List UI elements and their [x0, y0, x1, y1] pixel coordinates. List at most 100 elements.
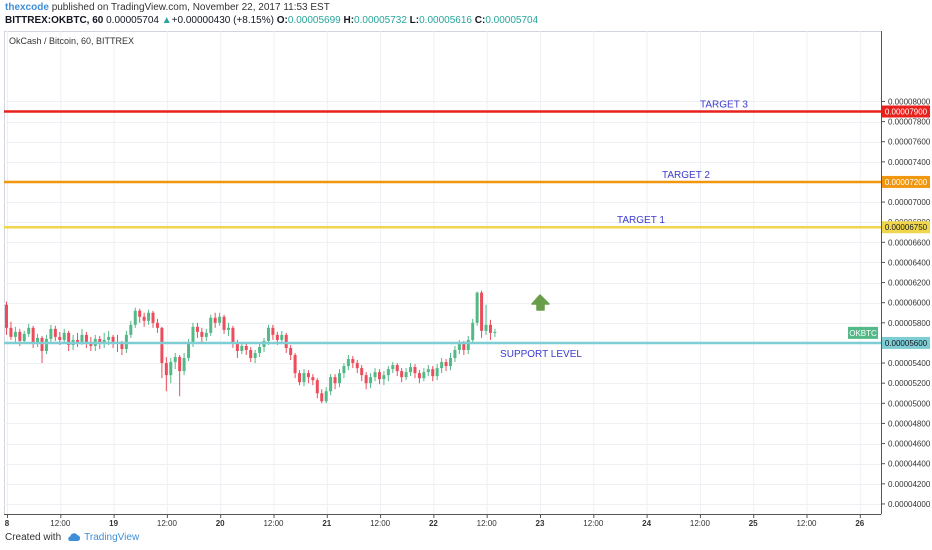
- candle-body: [182, 358, 186, 372]
- candle-body: [142, 316, 146, 321]
- candle-body: [9, 327, 13, 337]
- up-arrow-icon: ▲: [161, 15, 172, 26]
- candle-body: [178, 357, 182, 372]
- candle-body: [484, 324, 488, 331]
- high-label: H:: [343, 15, 355, 26]
- publish-info: published on TradingView.com, November 2…: [51, 2, 330, 13]
- candle-body: [40, 337, 44, 351]
- symbol-line: BITTREX:OKBTC, 60 0.00005704 ▲+0.0000043…: [5, 15, 538, 26]
- price-chart[interactable]: 0.00008000 0.00007800 0.00007600 0.00007400…: [4, 31, 930, 528]
- footer: Created with TradingView: [5, 532, 139, 543]
- x-tick-label: 23: [536, 519, 545, 528]
- open-label: O:: [276, 15, 288, 26]
- candle-body: [151, 312, 155, 323]
- candle-body: [426, 369, 430, 373]
- candle-body: [404, 372, 408, 378]
- x-tick-label: 21: [322, 519, 331, 528]
- x-tick-label: 12:00: [477, 519, 498, 528]
- y-tick-label: 0.00004200: [888, 480, 930, 489]
- candle-body: [373, 372, 377, 378]
- candle-body: [293, 355, 297, 374]
- candle-body: [400, 371, 404, 378]
- candle-body: [53, 328, 57, 337]
- candle-body: [360, 368, 364, 376]
- candle-body: [111, 336, 115, 342]
- candle-body: [417, 373, 421, 379]
- x-tick-label: 24: [642, 519, 651, 528]
- level-label: TARGET 2: [662, 170, 710, 181]
- candle-body: [169, 362, 173, 376]
- candle-body: [62, 332, 66, 340]
- candle-body: [475, 292, 479, 323]
- candle-body: [240, 345, 244, 351]
- candle-body: [409, 367, 413, 373]
- candle-body: [191, 326, 195, 343]
- candle-body: [342, 366, 346, 374]
- candle-body: [222, 316, 226, 330]
- candle-body: [18, 331, 22, 341]
- y-tick-label: 0.00005800: [888, 319, 930, 328]
- candle-body: [440, 362, 444, 369]
- candle-body: [431, 369, 435, 377]
- candle-body: [493, 331, 497, 333]
- candle-body: [80, 334, 84, 342]
- candle-body: [275, 334, 279, 340]
- low-label: L:: [409, 15, 420, 26]
- x-tick-label: 8: [5, 519, 10, 528]
- candle-body: [218, 316, 222, 323]
- candle-body: [311, 377, 315, 381]
- tradingview-brand[interactable]: TradingView: [67, 532, 139, 543]
- x-tick-label: 12:00: [157, 519, 178, 528]
- candle-body: [395, 365, 399, 372]
- candle-body: [120, 343, 124, 349]
- level-price-tag-label: 0.00005600: [885, 339, 928, 348]
- y-tick-label: 0.00007400: [888, 158, 930, 167]
- y-tick-label: 0.00007600: [888, 138, 930, 147]
- candle-body: [338, 373, 341, 384]
- y-tick-label: 0.00005400: [888, 359, 930, 368]
- candle-body: [22, 333, 26, 341]
- candle-body: [422, 372, 426, 379]
- y-tick-label: 0.00005000: [888, 399, 930, 408]
- plot-frame: [4, 31, 882, 515]
- candle-body: [195, 326, 199, 332]
- candle-body: [271, 327, 275, 335]
- candle-body: [213, 317, 217, 323]
- author-link[interactable]: thexcode: [5, 2, 49, 13]
- x-tick-label: 20: [216, 519, 225, 528]
- candle-body: [315, 380, 319, 394]
- candle-body: [235, 342, 239, 351]
- candle-body: [258, 346, 262, 353]
- y-tick-label: 0.00006200: [888, 279, 930, 288]
- candle-body: [413, 367, 417, 374]
- candle-body: [462, 342, 466, 350]
- y-tick-label: 0.00006400: [888, 258, 930, 267]
- candle-body: [298, 373, 302, 383]
- y-tick-label: 0.00004800: [888, 419, 930, 428]
- candle-body: [391, 365, 395, 370]
- candle-body: [444, 362, 448, 367]
- created-with-label: Created with: [5, 532, 62, 543]
- candle-body: [187, 342, 191, 359]
- candle-body: [27, 327, 31, 334]
- candle-body: [155, 322, 159, 328]
- candle-body: [31, 327, 35, 343]
- candle-body: [138, 310, 142, 317]
- chart-title: OkCash / Bitcoin, 60, BITTREX: [9, 36, 134, 46]
- candle-body: [227, 327, 230, 330]
- level-price-tag: [882, 105, 930, 118]
- candle-body: [289, 347, 293, 356]
- x-tick-label: 25: [749, 519, 758, 528]
- close-value: 0.00005704: [485, 15, 539, 26]
- candle-body: [449, 358, 452, 367]
- chart-area[interactable]: 0.00008000 0.00007800 0.00007600 0.00007400…: [4, 31, 930, 528]
- candle-body: [351, 359, 355, 364]
- candle-body: [160, 327, 164, 364]
- candle-body: [355, 363, 359, 369]
- candle-body: [5, 304, 8, 328]
- last-price: 0.00005704: [106, 15, 159, 26]
- x-tick-label: 12:00: [583, 519, 604, 528]
- candle-body: [76, 339, 80, 342]
- x-tick-label: 12:00: [690, 519, 711, 528]
- candle-body: [244, 345, 248, 350]
